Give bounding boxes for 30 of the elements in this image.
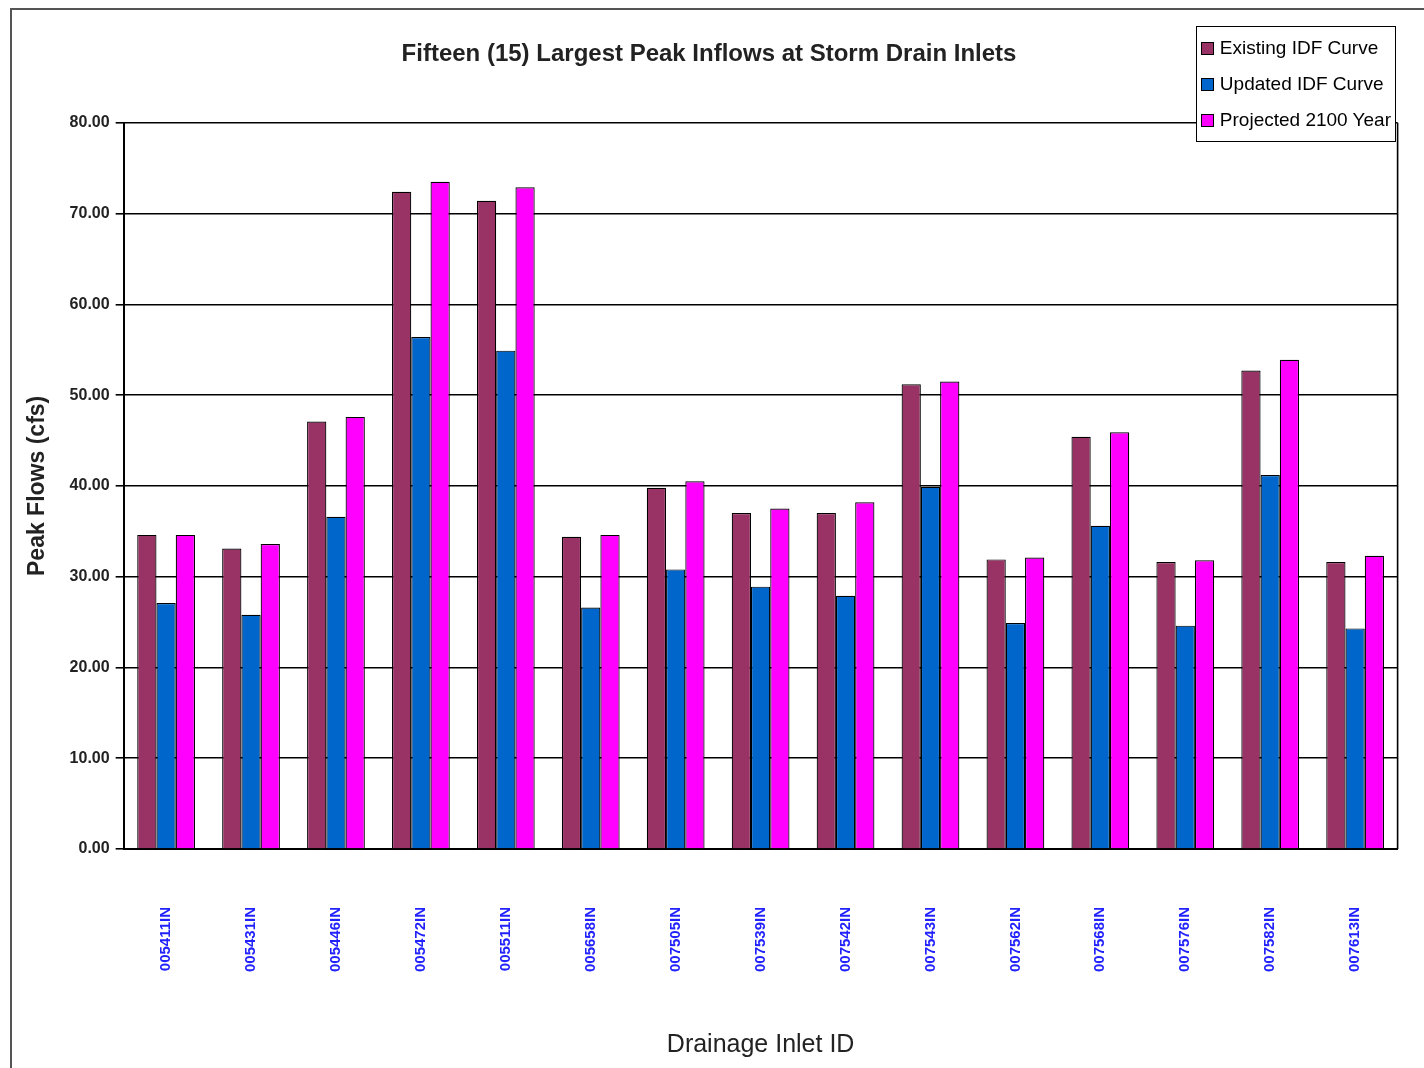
- y-tick-label: 80.00: [69, 113, 110, 131]
- x-axis-title: Drainage Inlet ID: [666, 1028, 855, 1057]
- x-tick-label: 007568IN: [1090, 906, 1108, 973]
- y-tick-label: 30.00: [69, 567, 110, 585]
- x-tick-label: 005658IN: [580, 906, 598, 973]
- x-tick-label: 005431IN: [241, 906, 259, 973]
- y-tick-label: 70.00: [69, 203, 110, 221]
- legend-label: Projected 2100 Year: [1219, 109, 1391, 131]
- x-tick-label: 007582IN: [1260, 906, 1278, 973]
- x-tick-label: 007539IN: [750, 906, 768, 973]
- x-tick-label: 005511IN: [495, 906, 513, 972]
- chart-title: Fifteen (15) Largest Peak Inflows at Storm Drain Inlets: [401, 39, 1017, 67]
- x-tick-label: 005446IN: [326, 906, 344, 973]
- y-tick-label: 40.00: [69, 476, 110, 494]
- x-tick-label: 007576IN: [1175, 906, 1193, 973]
- x-tick-label: 005411IN: [156, 906, 174, 972]
- x-tick-label: 007562IN: [1005, 906, 1023, 973]
- legend-label: Updated IDF Curve: [1219, 73, 1384, 95]
- y-tick-label: 60.00: [69, 294, 110, 312]
- y-axis-title: Peak Flows (cfs): [23, 395, 50, 576]
- y-tick-label: 0.00: [78, 839, 110, 857]
- y-tick-label: 10.00: [69, 748, 110, 766]
- x-tick-label: 007505IN: [665, 906, 683, 973]
- legend-label: Existing IDF Curve: [1219, 37, 1379, 59]
- y-tick-label: 50.00: [69, 385, 110, 403]
- x-tick-label: 007613IN: [1345, 906, 1363, 973]
- x-tick-label: 005472IN: [411, 906, 429, 973]
- x-tick-label: 007542IN: [835, 906, 853, 973]
- x-tick-label: 007543IN: [920, 906, 938, 973]
- y-tick-label: 20.00: [69, 657, 110, 675]
